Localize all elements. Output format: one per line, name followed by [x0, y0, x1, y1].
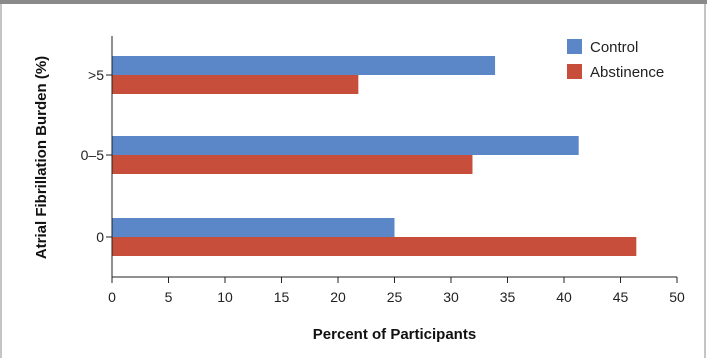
legend-label-control: Control	[590, 39, 638, 56]
y-tick-label: 0–5	[81, 147, 105, 163]
legend-label-abstinence: Abstinence	[590, 64, 664, 81]
y-tick-label: 0	[96, 229, 104, 245]
x-tick-label: 50	[669, 289, 685, 305]
bar-control-0	[112, 56, 496, 75]
x-tick-label: 30	[443, 289, 459, 305]
bar-control-1	[112, 136, 579, 155]
bar-abstinence-0	[112, 75, 359, 94]
y-tick-label: >5	[88, 67, 104, 83]
frame-top-rule	[0, 0, 707, 4]
legend: Control Abstinence	[567, 39, 664, 81]
x-tick-label: 35	[500, 289, 516, 305]
x-ticks: 0 5 10 15 20 25 30 35 40 45 50	[108, 277, 685, 305]
x-tick-label: 5	[165, 289, 173, 305]
bars-layer	[112, 56, 637, 256]
x-tick-label: 10	[217, 289, 233, 305]
y-axis-title: Atrial Fibrillation Burden (%)	[33, 56, 50, 259]
bar-abstinence-2	[112, 237, 637, 256]
x-tick-label: 20	[330, 289, 346, 305]
legend-swatch-control	[567, 39, 582, 54]
bar-abstinence-1	[112, 155, 473, 174]
x-tick-label: 45	[613, 289, 629, 305]
x-axis-title: Percent of Participants	[313, 326, 476, 343]
x-tick-label: 40	[556, 289, 572, 305]
x-tick-label: 15	[274, 289, 290, 305]
x-tick-label: 25	[387, 289, 403, 305]
bar-control-2	[112, 218, 395, 237]
legend-swatch-abstinence	[567, 64, 582, 79]
y-ticks: >5 0–5 0	[81, 67, 112, 245]
x-tick-label: 0	[108, 289, 116, 305]
